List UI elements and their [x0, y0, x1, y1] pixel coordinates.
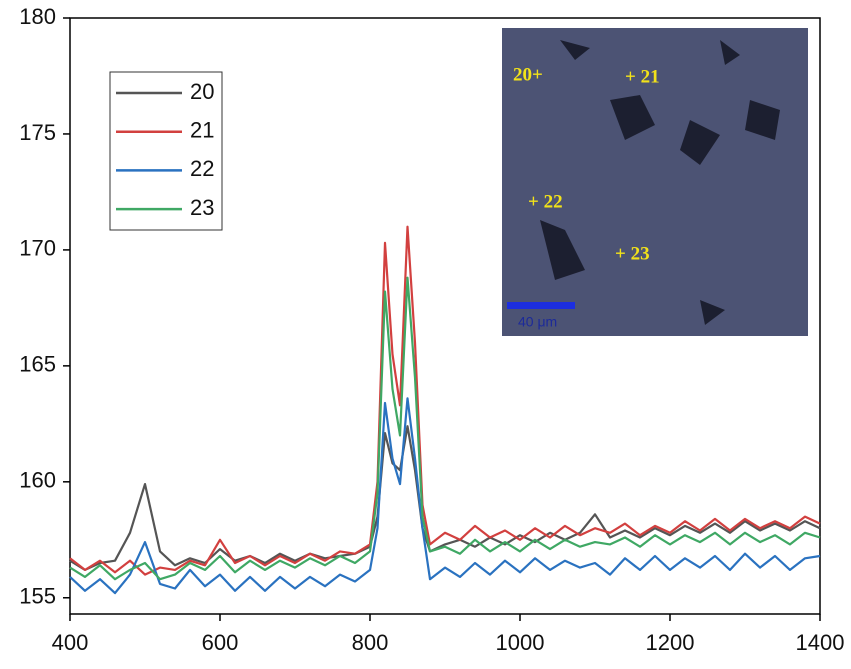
- series-line: [69, 397, 821, 595]
- x-tick-label: 400: [52, 630, 89, 655]
- legend-box: [109, 71, 223, 231]
- x-tick-label: 800: [352, 630, 389, 655]
- series-line: [69, 425, 821, 571]
- series-line: [69, 276, 821, 581]
- x-tick-label: 600: [202, 630, 239, 655]
- scale-bar: [507, 302, 575, 309]
- y-tick-label: 170: [19, 236, 56, 261]
- inset-label: + 21: [625, 66, 660, 87]
- scale-bar-label: 40 μm: [518, 314, 557, 330]
- y-tick-label: 165: [19, 352, 56, 377]
- x-tick-label: 1000: [496, 630, 545, 655]
- legend-label: 22: [190, 156, 214, 181]
- inset-label: + 23: [615, 243, 650, 264]
- x-tick-label: 1200: [646, 630, 695, 655]
- y-tick-label: 175: [19, 120, 56, 145]
- legend-label: 23: [190, 195, 214, 220]
- inset-label: + 22: [528, 191, 563, 212]
- legend-label: 20: [190, 79, 214, 104]
- legend-label: 21: [190, 118, 214, 143]
- y-tick-label: 155: [19, 584, 56, 609]
- inset-label: 20+: [513, 64, 543, 85]
- plot-frame: [69, 17, 821, 615]
- inset-background: [502, 28, 808, 336]
- y-tick-label: 160: [19, 468, 56, 493]
- x-tick-label: 1400: [796, 630, 845, 655]
- inset-image: 20+ + 21 + 22 + 23 40 μm: [502, 28, 808, 336]
- y-tick-label: 180: [19, 4, 56, 29]
